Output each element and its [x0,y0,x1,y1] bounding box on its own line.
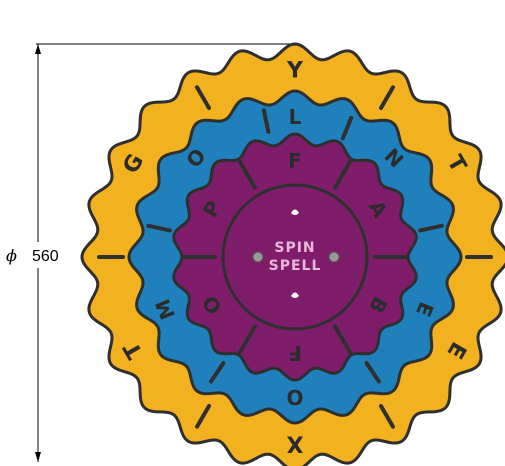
inner-letter-3: F [288,341,302,365]
outer-letter-0: Y [286,59,304,84]
diameter-symbol: ϕ [6,246,17,265]
outer-ring-dividers [97,85,493,429]
outer-divider-2 [379,404,395,429]
outer-divider-5 [195,85,211,110]
inner-divider-5 [238,159,257,190]
middle-divider-1 [418,223,444,233]
middle-letter-0: L [289,105,302,129]
center-hub [221,183,369,331]
middle-divider-3 [209,361,226,384]
inner-divider-0 [333,159,352,190]
outer-divider-3 [195,404,211,429]
middle-divider-4 [146,223,172,233]
middle-divider-5 [261,108,271,134]
inner-ring[interactable] [172,132,418,382]
middle-divider-0 [340,115,354,141]
inner-divider-2 [333,324,352,355]
outer-divider-0 [379,85,395,110]
diameter-value: 560 [32,248,59,265]
middle-divider-2 [364,361,381,384]
middle-ring-dividers [146,108,444,384]
middle-letter-3: O [286,385,303,409]
inner-divider-3 [238,324,257,355]
outer-letter-3: X [286,431,303,456]
hub-label-line2: SPELL [269,258,322,274]
hub-label-line1: SPIN [274,240,315,256]
inner-ring-dividers [183,159,407,355]
inner-letter-0: F [288,149,302,173]
hub-decor [252,209,340,298]
diameter-dimension: ϕ 560 [4,43,300,462]
